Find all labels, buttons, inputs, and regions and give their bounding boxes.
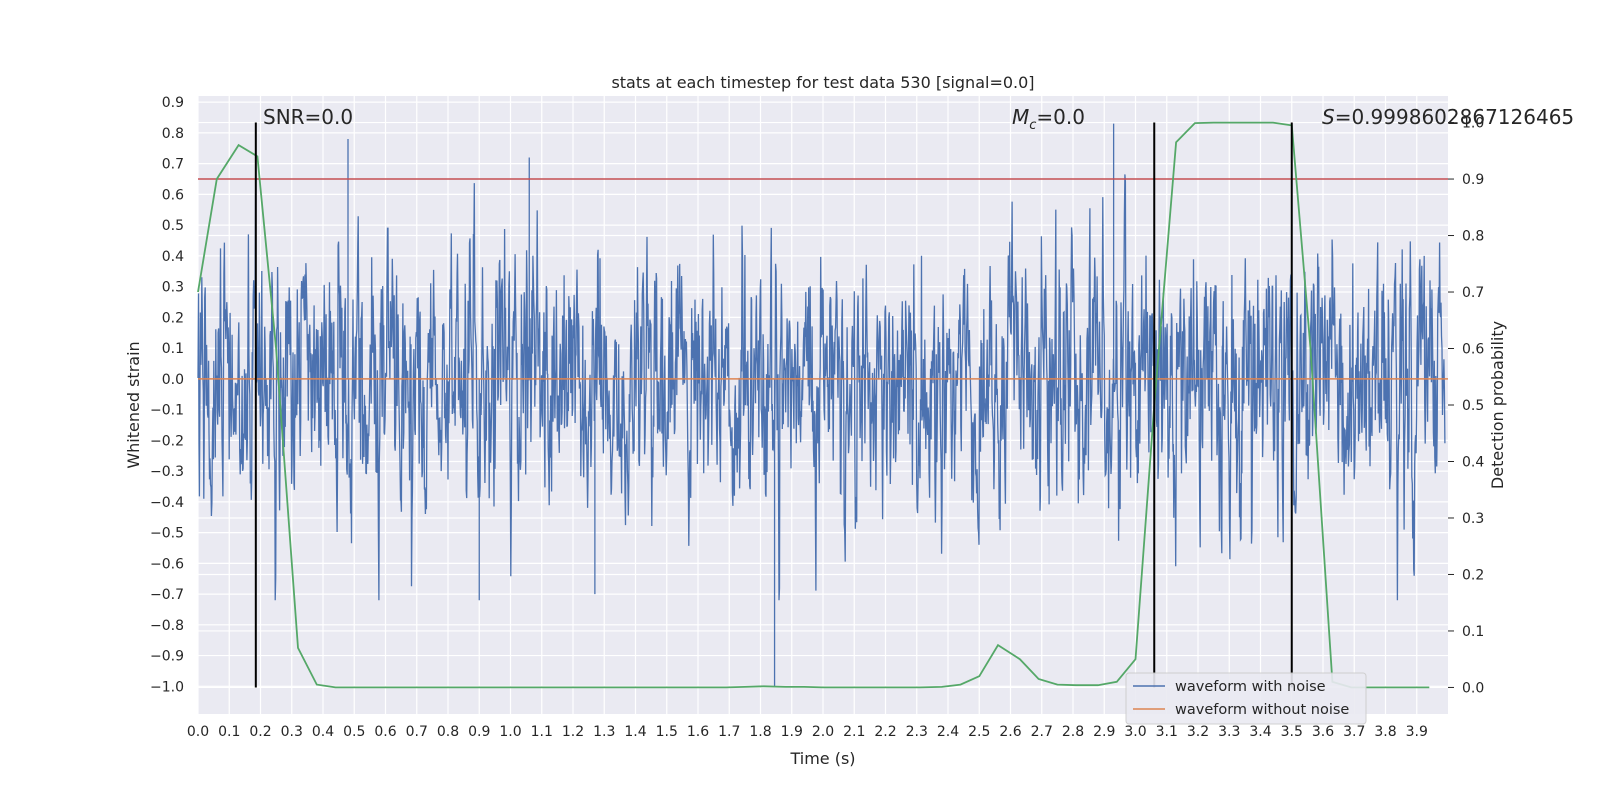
x-tick-label: 1.3 (593, 724, 615, 740)
y2-tick-label: 0.8 (1462, 229, 1484, 245)
x-tick-label: 0.8 (437, 724, 459, 740)
legend-clean-label: waveform without noise (1175, 702, 1349, 718)
x-tick-label: 2.8 (1062, 724, 1084, 740)
x-tick-label: 2.0 (812, 724, 834, 740)
y-tick-label: 0.9 (162, 95, 184, 111)
x-tick-label: 1.5 (656, 724, 678, 740)
x-tick-label: 3.1 (1156, 724, 1178, 740)
x-tick-label: 0.5 (343, 724, 365, 740)
y2-tick-label: 0.9 (1462, 172, 1484, 188)
mc-value: =0.0 (1036, 105, 1085, 129)
x-tick-label: 2.5 (968, 724, 990, 740)
legend-noise-label: waveform with noise (1175, 679, 1326, 695)
x-tick-label: 2.7 (1031, 724, 1053, 740)
y2-tick-label: 0.6 (1462, 342, 1484, 358)
x-tick-label: 1.7 (718, 724, 740, 740)
x-tick-label: 0.1 (218, 724, 240, 740)
x-tick-label: 0.3 (281, 724, 303, 740)
y-axis-label: Whitened strain (124, 341, 143, 468)
y-tick-label: −0.3 (150, 464, 184, 480)
overlay (197, 121, 1448, 689)
y-tick-label: 0.2 (162, 310, 184, 326)
x-tick-label: 2.1 (843, 724, 865, 740)
x-tick-label: 2.6 (999, 724, 1021, 740)
x-tick-label: 0.2 (249, 724, 271, 740)
y-tick-label: 0.3 (162, 280, 184, 296)
mc-annotation: Mc=0.0 (1012, 105, 1085, 133)
x-tick-label: 3.7 (1343, 724, 1365, 740)
chart-title: stats at each timestep for test data 530… (611, 73, 1034, 92)
y2-tick-label: 0.2 (1462, 567, 1484, 583)
legend-box (1125, 672, 1367, 725)
y-tick-label: 0.8 (162, 126, 184, 142)
x-axis-label: Time (s) (789, 749, 855, 768)
x-tick-label: 1.0 (499, 724, 521, 740)
snr-annotation: SNR=0.0 (263, 105, 353, 129)
x-tick-label: 3.5 (1281, 724, 1303, 740)
y-tick-label: 0.1 (162, 341, 184, 357)
y-tick-label: −0.5 (150, 526, 184, 542)
y2-axis-label: Detection probability (1488, 321, 1507, 489)
s-symbol: S (1322, 105, 1335, 129)
x-tick-label: 0.0 (187, 724, 209, 740)
legend: waveform with noise waveform without noi… (1125, 672, 1367, 725)
y-tick-label: −0.8 (150, 618, 184, 634)
x-tick-label: 2.4 (937, 724, 959, 740)
x-tick-label: 3.3 (1218, 724, 1240, 740)
y-tick-label: −0.2 (150, 433, 184, 449)
x-tick-label: 3.9 (1406, 724, 1428, 740)
y-tick-label: −0.6 (150, 556, 184, 572)
y-tick-label: −0.1 (150, 403, 184, 419)
y2-tick-label: 0.0 (1462, 680, 1484, 696)
y2-tick-label: 0.5 (1462, 398, 1484, 414)
x-tick-label: 0.9 (468, 724, 490, 740)
y-tick-label: 0.0 (162, 372, 184, 388)
y-tick-label: −0.4 (150, 495, 184, 511)
y2-tick-label: 0.7 (1462, 285, 1484, 301)
x-tick-label: 3.2 (1187, 724, 1209, 740)
x-tick-label: 1.9 (781, 724, 803, 740)
y2-tick-label: 0.1 (1462, 624, 1484, 640)
x-tick-label: 2.2 (874, 724, 896, 740)
waveform-with-noise-series (197, 123, 1446, 687)
detection-probability-line (197, 121, 1430, 689)
x-tick-label: 1.6 (687, 724, 709, 740)
y2-tick-label: 1.0 (1462, 116, 1484, 132)
mc-symbol: M (1012, 105, 1029, 129)
x-tick-label: 1.8 (749, 724, 771, 740)
x-tick-label: 2.9 (1093, 724, 1115, 740)
x-tick-label: 1.4 (624, 724, 646, 740)
y-tick-label: 0.4 (162, 249, 184, 265)
s-annotation: S=0.9998602867126465 (1322, 105, 1574, 129)
x-tick-label: 0.7 (406, 724, 428, 740)
axes: 0.0 0.1 0.2 0.3 0.4 0.5 0.6 0.7 0.8 0.9 1.0 1.1 1.2 1… (150, 95, 1484, 740)
mc-subscript: c (1029, 118, 1036, 133)
x-tick-label: 2.3 (906, 724, 928, 740)
y-tick-label: 0.7 (162, 157, 184, 173)
y2-tick-label: 0.4 (1462, 454, 1484, 470)
s-value: =0.9998602867126465 (1335, 105, 1574, 129)
x-tick-label: 3.4 (1249, 724, 1271, 740)
y-tick-label: −0.7 (150, 587, 184, 603)
y-tick-label: −0.9 (150, 649, 184, 665)
x-tick-label: 1.1 (531, 724, 553, 740)
x-tick-label: 1.2 (562, 724, 584, 740)
x-tick-label: 3.8 (1374, 724, 1396, 740)
x-tick-label: 3.6 (1312, 724, 1334, 740)
y2-tick-label: 0.3 (1462, 511, 1484, 527)
x-tick-label: 3.0 (1124, 724, 1146, 740)
y-tick-label: −1.0 (150, 679, 184, 695)
x-tick-label: 0.4 (312, 724, 334, 740)
x-tick-label: 0.6 (374, 724, 396, 740)
noise-waveform-line (197, 174, 1446, 601)
y-tick-label: 0.6 (162, 187, 184, 203)
y-tick-label: 0.5 (162, 218, 184, 234)
